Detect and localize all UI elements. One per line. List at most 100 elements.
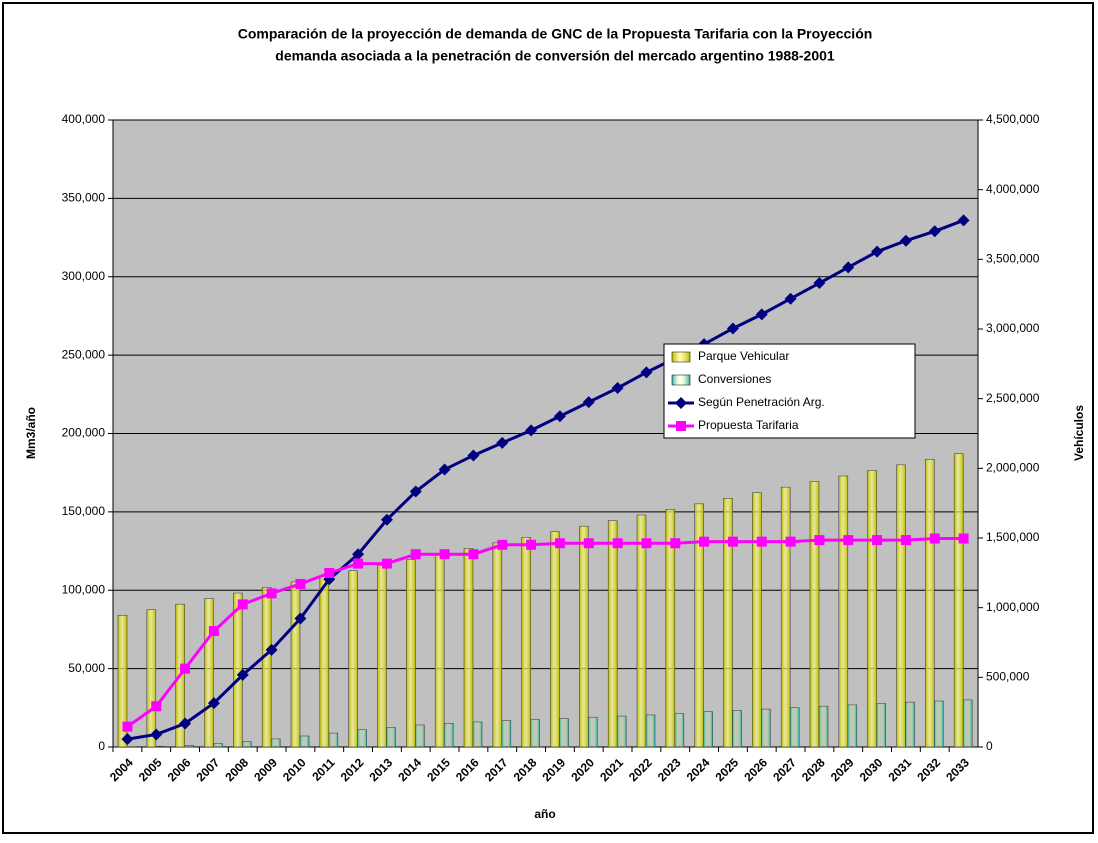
marker	[295, 579, 305, 589]
bar	[242, 741, 251, 747]
bar	[205, 599, 214, 747]
bar	[560, 718, 569, 747]
marker	[440, 549, 450, 559]
bar	[704, 712, 713, 747]
y-tick-label: 300,000	[62, 269, 106, 283]
bar	[963, 700, 972, 747]
legend-label: Conversiones	[698, 372, 771, 386]
bar	[214, 744, 223, 747]
marker	[411, 549, 421, 559]
marker	[843, 535, 853, 545]
bar	[752, 493, 761, 747]
bar	[502, 721, 511, 747]
marker	[151, 701, 161, 711]
marker	[872, 535, 882, 545]
y2-tick-label: 4,000,000	[986, 182, 1040, 196]
bar	[761, 709, 770, 747]
bar	[579, 526, 588, 747]
bar	[329, 733, 338, 747]
marker	[209, 626, 219, 636]
y2-tick-label: 4,500,000	[986, 112, 1040, 126]
bar	[839, 476, 848, 747]
legend-label: Propuesta Tarifaria	[698, 418, 799, 432]
bar	[378, 565, 387, 747]
marker	[757, 537, 767, 547]
bar	[291, 582, 300, 747]
y2-tick-label: 3,500,000	[986, 252, 1040, 266]
y-tick-label: 200,000	[62, 426, 106, 440]
bar	[185, 745, 194, 747]
marker	[497, 540, 507, 550]
bar	[733, 710, 742, 747]
bar	[608, 521, 617, 747]
marker	[353, 559, 363, 569]
bar	[358, 730, 367, 747]
bar	[444, 723, 453, 747]
bar	[819, 706, 828, 747]
x-axis-label: año	[534, 807, 555, 821]
bar	[790, 708, 799, 747]
bar	[906, 702, 915, 747]
bar	[387, 727, 396, 747]
y2-tick-label: 500,000	[986, 670, 1030, 684]
marker	[180, 664, 190, 674]
bar	[147, 610, 156, 747]
marker	[901, 535, 911, 545]
marker	[699, 537, 709, 547]
bar	[473, 722, 482, 747]
y-tick-label: 50,000	[68, 661, 105, 675]
marker	[324, 568, 334, 578]
y2-tick-label: 1,500,000	[986, 530, 1040, 544]
y2-tick-label: 2,000,000	[986, 461, 1040, 475]
bar	[897, 465, 906, 747]
marker	[959, 534, 969, 544]
legend-label: Según Penetración Arg.	[698, 395, 825, 409]
marker	[382, 559, 392, 569]
y-tick-label: 150,000	[62, 504, 106, 518]
y-tick-label: 400,000	[62, 112, 106, 126]
marker	[267, 588, 277, 598]
y-tick-label: 100,000	[62, 582, 106, 596]
marker	[584, 538, 594, 548]
marker	[122, 722, 132, 732]
y2-tick-label: 1,000,000	[986, 600, 1040, 614]
bar	[271, 739, 280, 747]
bar	[925, 459, 934, 747]
bar	[954, 454, 963, 747]
chart-title: Comparación de la proyección de demanda …	[238, 26, 873, 42]
bar	[588, 717, 597, 747]
bar	[646, 715, 655, 747]
bar	[810, 482, 819, 747]
marker	[786, 537, 796, 547]
y-tick-label: 250,000	[62, 347, 106, 361]
bar	[493, 543, 502, 747]
marker	[613, 538, 623, 548]
marker	[526, 540, 536, 550]
bar	[877, 704, 886, 747]
bar	[464, 548, 473, 747]
bar	[300, 736, 309, 747]
bar	[156, 746, 165, 747]
bar	[406, 560, 415, 747]
bar	[320, 576, 329, 747]
bar	[848, 705, 857, 747]
marker	[814, 535, 824, 545]
bar	[724, 498, 733, 747]
bar	[522, 537, 531, 747]
bar	[675, 714, 684, 747]
bar	[934, 701, 943, 747]
bar	[262, 587, 271, 747]
y-axis-label: Mm3/año	[24, 407, 38, 459]
bar	[349, 571, 358, 747]
marker	[670, 538, 680, 548]
bar	[435, 554, 444, 747]
bar	[617, 716, 626, 747]
bar	[781, 487, 790, 747]
y2-tick-label: 2,500,000	[986, 391, 1040, 405]
bar	[637, 515, 646, 747]
legend-swatch	[672, 375, 690, 385]
marker	[555, 538, 565, 548]
bar	[415, 725, 424, 747]
legend-swatch	[672, 352, 690, 362]
